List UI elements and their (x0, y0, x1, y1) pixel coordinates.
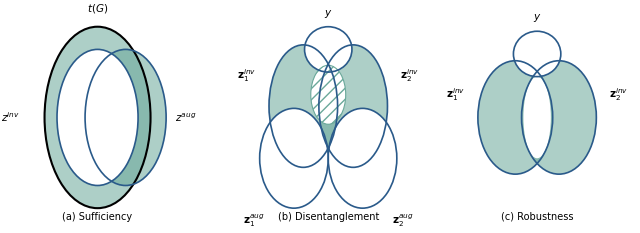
Text: $\mathbf{z}_1^{inv}$: $\mathbf{z}_1^{inv}$ (237, 67, 257, 84)
Text: $\mathbf{z}_1^{aug}$: $\mathbf{z}_1^{aug}$ (243, 213, 264, 229)
Text: $z^{inv}$: $z^{inv}$ (1, 110, 20, 124)
Ellipse shape (45, 27, 150, 208)
Text: $y$: $y$ (533, 12, 541, 24)
Text: $\mathbf{z}_1^{inv}$: $\mathbf{z}_1^{inv}$ (446, 86, 465, 103)
Text: (a) Sufficiency: (a) Sufficiency (63, 212, 132, 222)
Ellipse shape (260, 108, 328, 208)
Text: $\mathbf{z}_2^{inv}$: $\mathbf{z}_2^{inv}$ (400, 67, 419, 84)
Ellipse shape (57, 49, 138, 185)
Text: (c) Robustness: (c) Robustness (501, 212, 573, 222)
Ellipse shape (311, 65, 346, 124)
Ellipse shape (522, 61, 596, 174)
Text: $t(G)$: $t(G)$ (87, 2, 108, 15)
Text: $\mathbf{z}_2^{aug}$: $\mathbf{z}_2^{aug}$ (392, 213, 414, 229)
Ellipse shape (305, 27, 352, 72)
Ellipse shape (524, 77, 551, 158)
Ellipse shape (269, 45, 337, 167)
Ellipse shape (319, 45, 387, 167)
Ellipse shape (513, 31, 561, 77)
Ellipse shape (57, 49, 138, 185)
Text: $\mathbf{z}_2^{inv}$: $\mathbf{z}_2^{inv}$ (609, 86, 628, 103)
Ellipse shape (328, 108, 397, 208)
Ellipse shape (478, 61, 553, 174)
Text: $z^{aug}$: $z^{aug}$ (175, 111, 197, 124)
Text: (b) Disentanglement: (b) Disentanglement (278, 212, 379, 222)
Text: $y$: $y$ (324, 8, 333, 20)
Ellipse shape (85, 49, 166, 185)
